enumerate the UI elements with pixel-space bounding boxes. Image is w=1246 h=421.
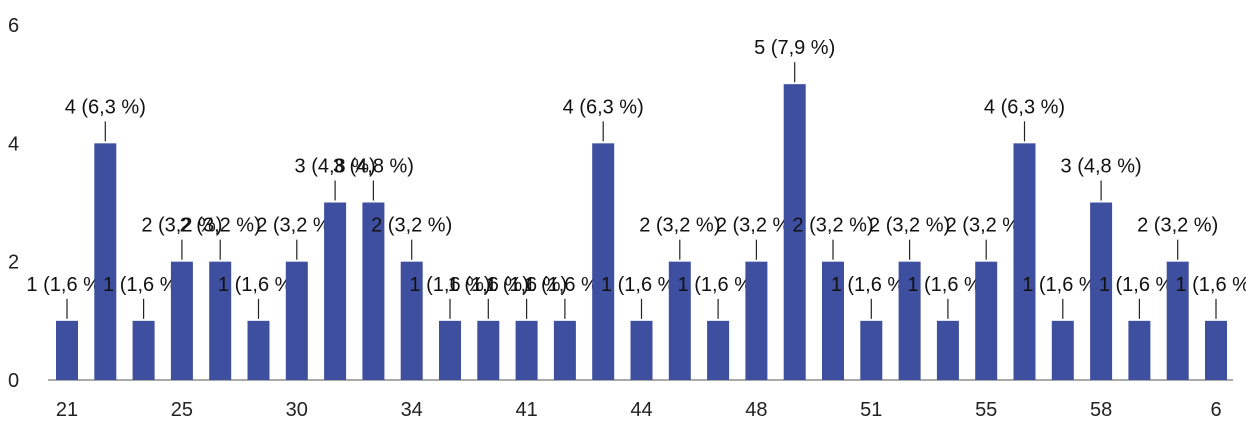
data-label: 1 (1,6 %): [103, 274, 184, 296]
bar-50: [822, 261, 844, 380]
data-label: 1 (1,6 %): [1022, 274, 1103, 296]
bar-46: [668, 261, 691, 380]
x-tick-label: 21: [56, 399, 78, 421]
data-label: 2 (3,2 %): [141, 215, 222, 237]
data-label: 2 (3,2 %): [1137, 215, 1218, 237]
bar-51: [860, 320, 883, 380]
y-tick-label: 4: [8, 133, 19, 155]
bar-28: [247, 320, 270, 380]
bar-62: [1205, 320, 1227, 380]
bar-37: [439, 320, 461, 380]
bar-24: [132, 320, 155, 380]
data-label: 1 (1,6 %): [907, 274, 988, 296]
x-tick-label: 51: [860, 399, 882, 421]
data-label: 1 (1,6 %): [448, 274, 529, 296]
data-label: 1 (1,6 %): [486, 274, 567, 296]
data-label: 1 (1,6 %): [1099, 274, 1180, 296]
y-tick-label: 2: [8, 252, 19, 274]
x-tick-label: 44: [630, 399, 652, 421]
x-tick-label: 48: [745, 399, 767, 421]
bar-32: [324, 202, 347, 380]
bar-58: [1090, 202, 1113, 380]
bar-57: [1051, 320, 1074, 380]
bar-25: [170, 261, 193, 380]
data-label: 2 (3,2 %): [792, 215, 873, 237]
y-tick-label: 0: [8, 370, 19, 392]
x-tick-label: 41: [515, 399, 537, 421]
bar-47: [707, 320, 730, 380]
data-label: 2 (3,2 %): [716, 215, 797, 237]
data-label: 1 (1,6 %): [601, 274, 682, 296]
bar-42: [553, 320, 576, 380]
bar-56: [1013, 143, 1036, 380]
data-label: 2 (3,2 %): [946, 215, 1027, 237]
bar-53: [898, 261, 921, 380]
data-label: 1 (1,6 %): [26, 274, 107, 296]
bar-60: [1166, 261, 1189, 380]
bar-54: [936, 320, 959, 380]
data-label: 1 (1,6 %): [678, 274, 759, 296]
data-label: 4 (6,3 %): [563, 96, 644, 118]
bar-59: [1128, 320, 1151, 380]
data-label: 1 (1,6 %): [409, 274, 490, 296]
bar-33: [362, 202, 385, 380]
bar-30: [285, 261, 308, 380]
bar-43: [592, 143, 615, 380]
data-label: 1 (1,6 %): [524, 274, 605, 296]
data-label: 3 (4,8 %): [295, 156, 376, 178]
bar-44: [630, 320, 653, 380]
bar-49: [783, 84, 806, 381]
bar-21: [56, 320, 78, 380]
x-tick-label: 6: [1210, 399, 1221, 421]
x-tick-label: 58: [1090, 399, 1112, 421]
bar-34: [400, 261, 423, 380]
x-tick-label: 55: [975, 399, 997, 421]
data-label: 1 (1,6 %): [831, 274, 912, 296]
data-label: 1 (1,6 %): [218, 274, 299, 296]
bar-39: [477, 320, 500, 380]
bar-55: [975, 261, 998, 380]
data-label: 4 (6,3 %): [984, 96, 1065, 118]
bar-26: [209, 261, 232, 380]
data-label: 1 (1,6 %): [1175, 274, 1246, 296]
data-label: 5 (7,9 %): [754, 37, 835, 59]
x-tick-label: 34: [401, 399, 423, 421]
data-label: 4 (6,3 %): [65, 96, 146, 118]
x-tick-label: 25: [171, 399, 193, 421]
data-label: 2 (3,2 %): [180, 215, 261, 237]
bar-48: [745, 261, 768, 380]
y-tick-label: 6: [8, 15, 19, 37]
bar-22: [94, 143, 117, 380]
data-label: 3 (4,8 %): [1061, 156, 1142, 178]
data-label: 2 (3,2 %): [869, 215, 950, 237]
data-label: 3 (4,8 %): [333, 156, 414, 178]
x-tick-label: 30: [286, 399, 308, 421]
data-label: 2 (3,2 %): [371, 215, 452, 237]
data-label: 2 (3,2 %): [256, 215, 337, 237]
bar-41: [515, 320, 538, 380]
data-label: 2 (3,2 %): [639, 215, 720, 237]
